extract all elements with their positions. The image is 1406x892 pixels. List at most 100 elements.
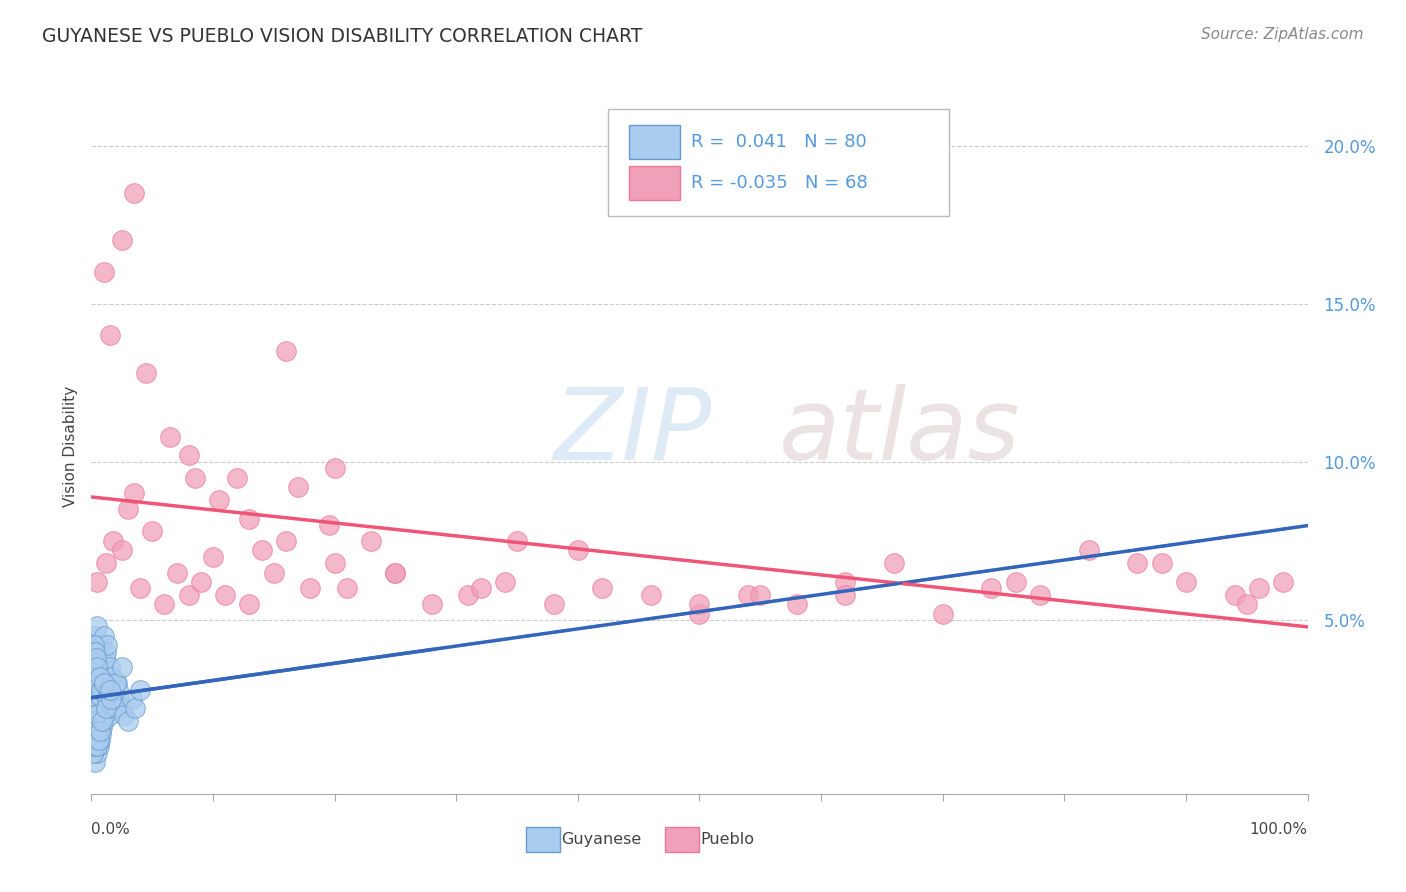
Point: [94, 556, 117, 570]
Point: [82, 723, 104, 738]
Point: [87, 733, 110, 747]
Text: Source: ZipAtlas.com: Source: ZipAtlas.com: [1201, 27, 1364, 42]
Point: [688, 597, 710, 611]
Point: [786, 597, 808, 611]
Point: [82, 739, 104, 754]
Point: [84, 733, 107, 747]
Point: [86, 676, 108, 690]
Point: [1126, 556, 1149, 570]
Point: [96, 638, 118, 652]
Point: [86, 707, 108, 722]
Point: [1175, 574, 1198, 589]
Text: atlas: atlas: [779, 384, 1021, 481]
Point: [250, 543, 273, 558]
Point: [84, 651, 107, 665]
Point: [274, 344, 297, 359]
Point: [100, 676, 122, 690]
Point: [89, 733, 111, 747]
Point: [107, 682, 129, 697]
Point: [103, 682, 125, 697]
Point: [117, 714, 139, 728]
Text: 0.0%: 0.0%: [91, 822, 131, 837]
Point: [86, 739, 108, 754]
Point: [101, 670, 124, 684]
Point: [318, 518, 340, 533]
FancyBboxPatch shape: [609, 109, 949, 217]
Point: [420, 597, 443, 611]
Point: [494, 574, 516, 589]
Point: [83, 739, 105, 754]
Point: [688, 607, 710, 621]
Point: [84, 756, 107, 770]
Point: [82, 644, 104, 658]
Point: [141, 524, 163, 539]
Point: [91, 721, 114, 735]
Point: [83, 666, 105, 681]
Point: [834, 574, 856, 589]
Point: [94, 701, 117, 715]
Point: [94, 651, 117, 665]
Point: [86, 574, 108, 589]
Point: [323, 556, 346, 570]
Text: ZIP: ZIP: [554, 384, 711, 481]
Point: [591, 582, 613, 596]
Point: [100, 692, 122, 706]
Point: [83, 692, 105, 706]
Point: [112, 707, 135, 722]
Point: [90, 682, 112, 697]
Point: [82, 746, 104, 760]
FancyBboxPatch shape: [526, 827, 560, 852]
Text: R = -0.035   N = 68: R = -0.035 N = 68: [690, 174, 868, 192]
Point: [98, 682, 121, 697]
Text: GUYANESE VS PUEBLO VISION DISABILITY CORRELATION CHART: GUYANESE VS PUEBLO VISION DISABILITY COR…: [42, 27, 643, 45]
Point: [1236, 597, 1258, 611]
Point: [543, 597, 565, 611]
Point: [93, 265, 115, 279]
Text: Guyanese: Guyanese: [561, 831, 641, 847]
Point: [202, 549, 225, 564]
Point: [83, 638, 105, 652]
Y-axis label: Vision Disability: Vision Disability: [62, 385, 77, 507]
Point: [129, 682, 152, 697]
Point: [208, 492, 231, 507]
Point: [90, 727, 112, 741]
Point: [749, 588, 772, 602]
Point: [153, 597, 176, 611]
Point: [93, 629, 115, 643]
Point: [1272, 574, 1295, 589]
Point: [87, 739, 110, 754]
Point: [166, 566, 188, 580]
Point: [1077, 543, 1099, 558]
Point: [159, 429, 181, 443]
Point: [238, 597, 260, 611]
Point: [1004, 574, 1026, 589]
FancyBboxPatch shape: [628, 125, 681, 160]
Point: [287, 480, 309, 494]
Point: [122, 186, 145, 200]
Point: [82, 707, 104, 722]
Point: [105, 676, 128, 690]
Point: [84, 707, 107, 722]
Point: [184, 470, 207, 484]
Point: [82, 660, 104, 674]
Point: [111, 543, 134, 558]
Point: [384, 566, 406, 580]
Point: [89, 723, 111, 738]
Point: [226, 470, 249, 484]
Point: [883, 556, 905, 570]
Point: [834, 588, 856, 602]
Point: [274, 533, 297, 548]
Point: [238, 512, 260, 526]
Point: [129, 582, 152, 596]
Point: [83, 714, 105, 728]
Point: [1150, 556, 1173, 570]
Point: [94, 707, 117, 722]
Point: [124, 701, 146, 715]
Point: [104, 676, 127, 690]
Point: [263, 566, 285, 580]
Point: [84, 714, 107, 728]
Point: [323, 461, 346, 475]
Point: [84, 670, 107, 684]
Point: [84, 682, 107, 697]
Point: [111, 660, 134, 674]
